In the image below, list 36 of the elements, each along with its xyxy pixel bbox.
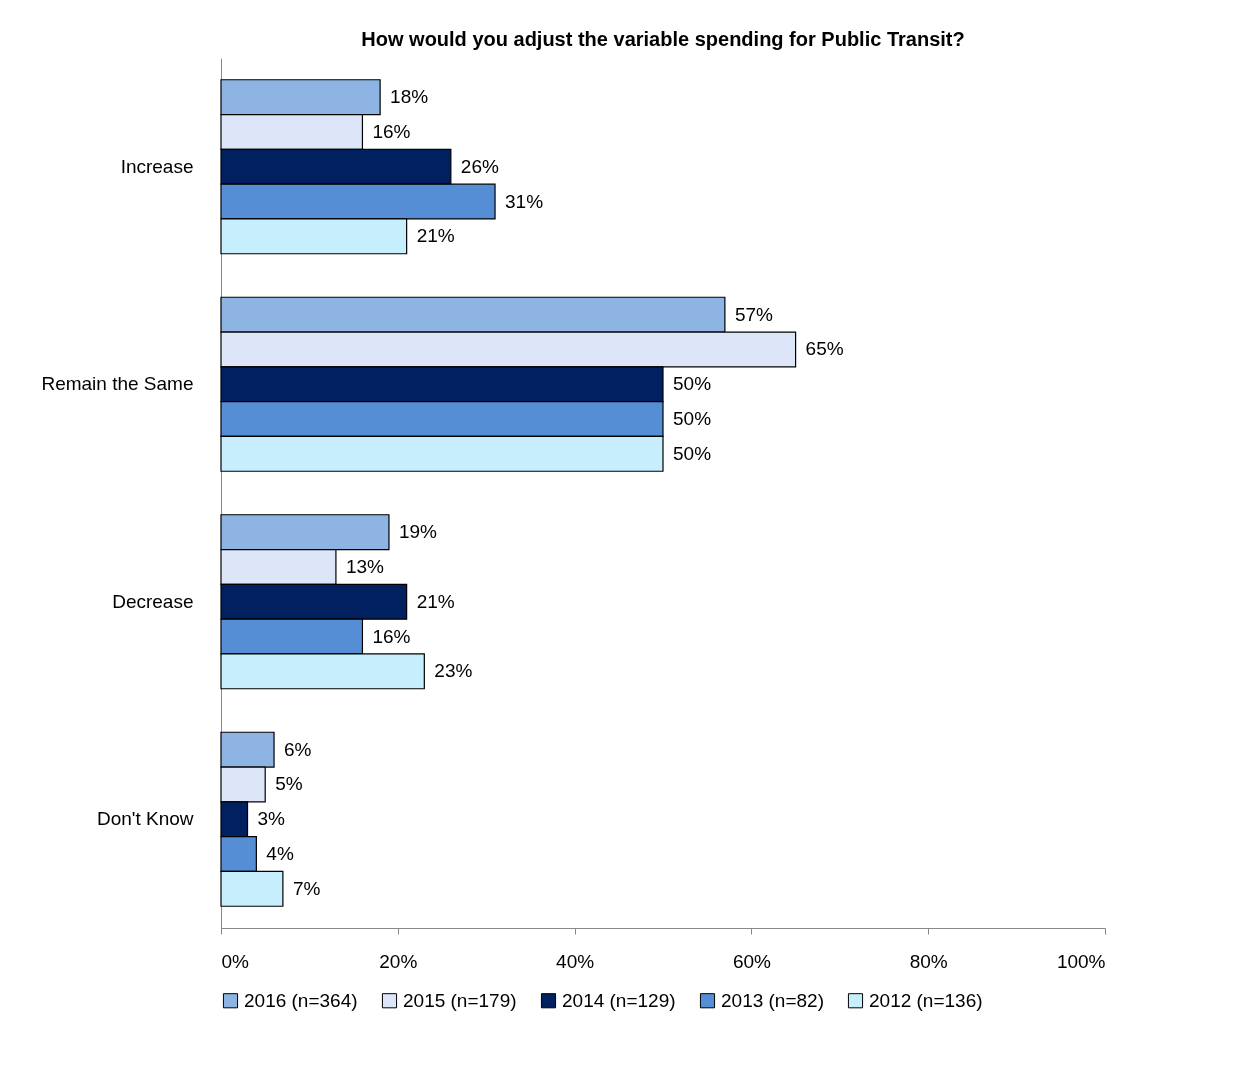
data-label: 16% — [372, 120, 411, 142]
x-tick-label: 40% — [556, 950, 595, 972]
data-label: 16% — [372, 625, 411, 647]
data-label: 21% — [416, 225, 455, 247]
legend-label: 2014 (n=129) — [562, 989, 676, 1011]
legend-label: 2013 (n=82) — [721, 989, 824, 1011]
data-label: 50% — [673, 408, 712, 430]
data-label: 19% — [398, 521, 438, 543]
data-label: 65% — [805, 338, 844, 360]
data-label: 18% — [390, 86, 429, 108]
x-tick-label: 60% — [732, 950, 772, 972]
legend-label: 2016 (n=364) — [244, 989, 358, 1011]
legend-label: 2012 (n=136) — [869, 989, 983, 1011]
x-tick-label: 100% — [1056, 950, 1106, 972]
x-tick-label: 80% — [909, 950, 948, 972]
data-label: 7% — [292, 877, 321, 899]
y-tick-label: Don't Know — [96, 808, 194, 830]
legend-label: 2015 (n=179) — [403, 989, 517, 1011]
data-label: 26% — [460, 155, 499, 177]
y-tick-label: Remain the Same — [41, 373, 194, 395]
y-tick-label: Increase — [120, 155, 194, 177]
data-label: 57% — [734, 303, 774, 325]
data-label: 3% — [257, 808, 286, 830]
x-tick-label: 0% — [221, 950, 250, 972]
data-label: 21% — [416, 590, 455, 612]
data-label: 50% — [673, 442, 712, 464]
y-tick-label: Decrease — [112, 590, 194, 612]
data-label: 23% — [434, 660, 473, 682]
data-label: 4% — [266, 843, 294, 865]
data-label: 50% — [673, 373, 712, 395]
chart-title: How would you adjust the variable spending for Public Transit? — [361, 28, 965, 50]
data-label: 13% — [345, 555, 385, 577]
data-label: 5% — [275, 773, 303, 795]
data-label: 31% — [505, 190, 544, 212]
data-label: 6% — [284, 738, 312, 760]
x-tick-label: 20% — [379, 950, 418, 972]
